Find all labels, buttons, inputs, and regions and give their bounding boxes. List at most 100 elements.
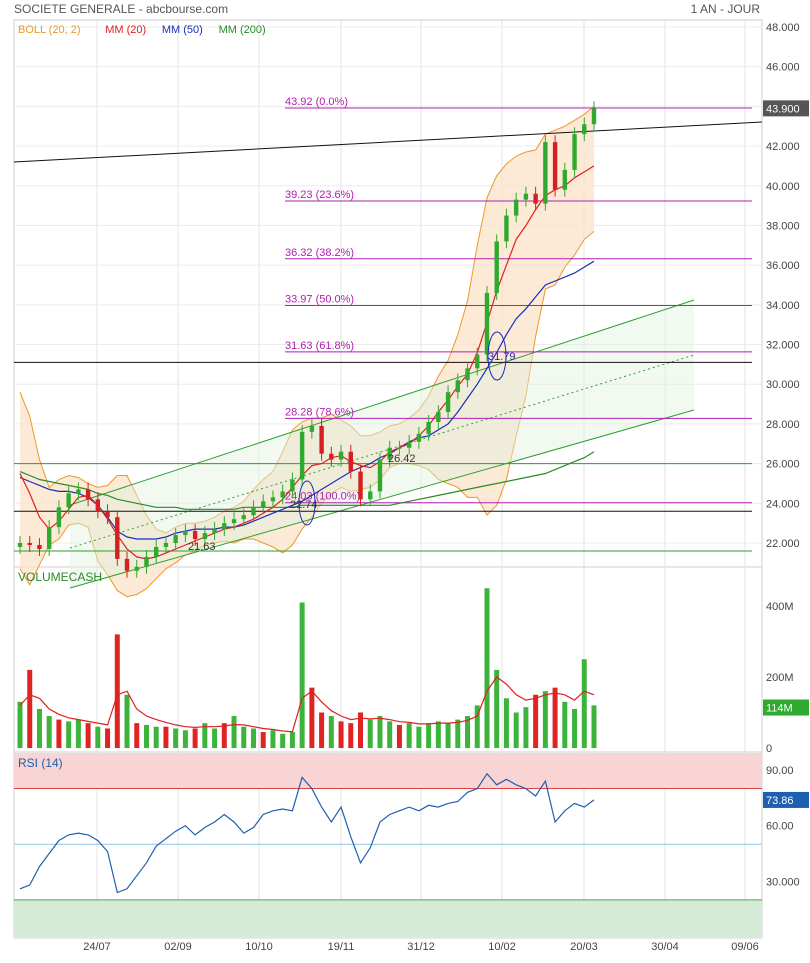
candle xyxy=(572,127,577,177)
candle xyxy=(27,536,32,552)
volume-bar xyxy=(280,733,286,748)
candle-body xyxy=(591,108,597,125)
volume-title: VOLUMECASH xyxy=(18,570,102,584)
candle xyxy=(85,482,91,507)
candle xyxy=(173,528,178,550)
volume-bar xyxy=(212,728,218,748)
fib-label: 39.23 (23.6%) xyxy=(285,189,354,201)
candle xyxy=(241,508,246,527)
mm200-line xyxy=(19,451,595,510)
candle xyxy=(329,446,334,467)
date-tick-label: 24/07 xyxy=(83,941,111,953)
candle-body xyxy=(494,241,499,293)
annotation-label: 26.42 xyxy=(388,453,416,465)
volume-bar xyxy=(231,716,237,748)
volume-bar xyxy=(114,634,120,748)
volume-bar xyxy=(426,723,432,748)
price-tick-label: 38.000 xyxy=(766,220,800,232)
annotation-label: 31.79 xyxy=(488,351,516,363)
candle xyxy=(222,516,227,537)
candle-body xyxy=(76,489,81,494)
candle-body xyxy=(543,142,548,204)
volume-bar xyxy=(182,730,188,748)
volume-bar xyxy=(105,728,111,748)
candle-body xyxy=(299,431,305,480)
candle-body xyxy=(513,199,519,216)
bollinger-fill xyxy=(20,106,594,597)
candle-body xyxy=(95,499,101,512)
candle-body xyxy=(115,517,120,559)
volume-bar xyxy=(241,726,247,748)
candle-body xyxy=(426,421,431,434)
candle-body xyxy=(134,566,139,571)
candle-body xyxy=(397,447,402,449)
chart-title: SOCIETE GENERALE - abcbourse.com xyxy=(14,2,228,16)
price-tick-label: 36.000 xyxy=(766,260,800,272)
legend-entry: MM (20) xyxy=(105,24,146,36)
period-label: 1 AN - JOUR xyxy=(691,2,761,16)
candle-body xyxy=(329,453,334,460)
candle-body xyxy=(309,425,315,432)
rsi-path xyxy=(19,772,595,894)
candle xyxy=(280,484,285,505)
candle xyxy=(105,504,110,525)
candle xyxy=(513,192,519,223)
bollinger-band xyxy=(19,106,595,598)
volume-bar xyxy=(533,694,539,748)
volume-bar xyxy=(299,602,305,748)
candle xyxy=(562,162,568,197)
volume-bar xyxy=(36,708,42,748)
price-tick-label: 26.000 xyxy=(766,459,800,471)
fib-label: 33.97 (50.0%) xyxy=(285,293,354,305)
candle-body xyxy=(261,501,266,508)
volume-bar xyxy=(484,588,490,748)
candle xyxy=(66,486,71,515)
candle-body xyxy=(144,556,149,567)
last-price-badge-bg xyxy=(763,100,809,117)
candle xyxy=(358,464,363,507)
candle-body xyxy=(241,515,246,520)
candle-body xyxy=(66,493,71,508)
volume-bar xyxy=(75,719,81,748)
volume-bar xyxy=(494,669,500,748)
candle xyxy=(202,526,208,546)
volume-bar xyxy=(387,721,393,748)
candle xyxy=(115,510,120,566)
volume-bar xyxy=(289,732,295,748)
volume-bar xyxy=(17,701,23,748)
volume-bar xyxy=(435,721,441,748)
last-rsi-badge: 73.86 xyxy=(766,795,794,807)
volume-bar xyxy=(552,687,558,748)
candle xyxy=(475,347,480,376)
candle-body xyxy=(222,523,227,530)
candle xyxy=(455,373,460,400)
date-tick-label: 19/11 xyxy=(328,941,355,953)
date-tick-label: 02/09 xyxy=(164,941,192,953)
rsi-zones xyxy=(14,753,762,937)
fib-label: 31.63 (61.8%) xyxy=(285,340,354,352)
annotations: 31.79 26.42 22.74 21.63 xyxy=(188,331,516,553)
volume-bar xyxy=(250,728,256,748)
candle xyxy=(338,444,344,467)
candle xyxy=(95,492,101,519)
candle xyxy=(154,540,159,564)
candle-body xyxy=(251,507,256,516)
candle xyxy=(56,500,62,535)
date-tick-label: 09/06 xyxy=(731,941,759,953)
candle-body xyxy=(484,292,490,355)
price-tick-label: 34.000 xyxy=(766,300,800,312)
candle xyxy=(46,520,52,556)
volume-bar xyxy=(455,719,461,748)
volume-bar xyxy=(319,712,325,748)
candle xyxy=(387,440,392,467)
axis-labels: 48.00046.00044.00042.00040.00038.00036.0… xyxy=(83,22,809,953)
candle xyxy=(231,512,237,531)
price-tick-label: 42.000 xyxy=(766,141,800,153)
candle xyxy=(377,452,383,499)
bollinger-lower-line xyxy=(19,231,595,598)
candle xyxy=(533,186,538,211)
channel-upper-line xyxy=(69,299,695,506)
candle-body xyxy=(46,527,52,549)
legend-entry: MM (50) xyxy=(162,24,203,36)
trend-channel xyxy=(13,121,763,589)
